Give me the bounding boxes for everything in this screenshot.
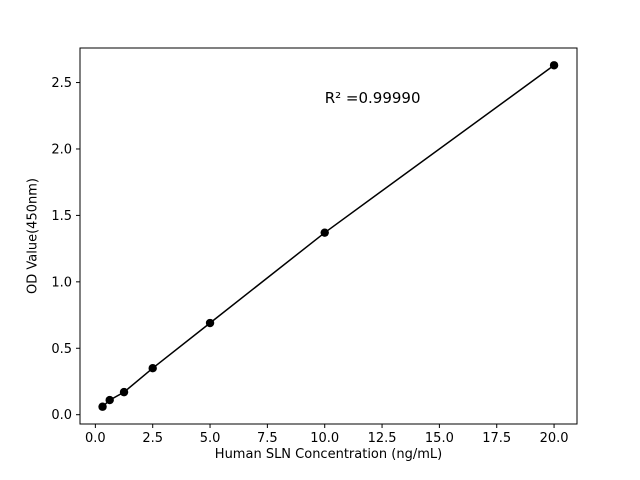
x-tick-label: 0.0 xyxy=(85,431,106,446)
x-axis-label: Human SLN Concentration (ng/mL) xyxy=(214,447,443,462)
data-point xyxy=(119,387,129,397)
data-point xyxy=(205,318,215,328)
data-point xyxy=(98,402,107,411)
x-tick-label: 12.5 xyxy=(368,431,397,446)
data-point xyxy=(320,228,329,237)
x-tick-label: 2.5 xyxy=(142,431,163,446)
x-tick-label: 7.5 xyxy=(257,431,278,446)
y-tick-label: 1.0 xyxy=(51,275,72,290)
plot-frame xyxy=(79,47,578,425)
y-tick-label: 2.5 xyxy=(51,76,72,91)
x-tick-label: 5.0 xyxy=(200,431,221,446)
data-point xyxy=(148,363,157,373)
y-tick-label: 2.0 xyxy=(51,142,72,157)
y-tick-label: 1.5 xyxy=(51,209,72,224)
data-point xyxy=(105,395,114,405)
x-tick-label: 20.0 xyxy=(540,431,569,446)
x-tick-label: 17.5 xyxy=(482,431,511,446)
fit-line xyxy=(102,64,555,408)
r-squared-annotation: R² =0.99990 xyxy=(324,89,421,108)
x-tick-label: 10.0 xyxy=(310,431,339,446)
x-tick-label: 15.0 xyxy=(425,431,454,446)
y-axis-label: OD Value(450nm) xyxy=(25,178,41,294)
data-point xyxy=(549,61,559,70)
y-tick-label: 0.0 xyxy=(51,408,72,423)
y-tick-label: 0.5 xyxy=(51,342,72,357)
